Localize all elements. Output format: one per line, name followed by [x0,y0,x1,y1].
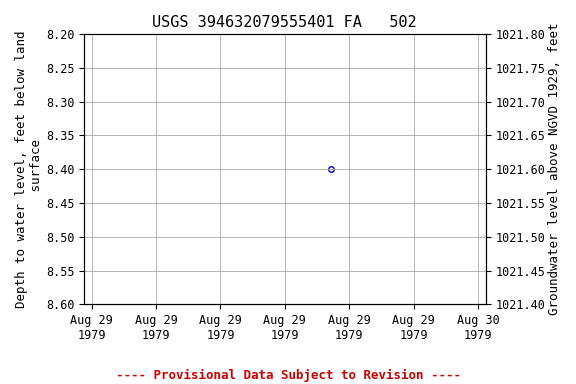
Y-axis label: Depth to water level, feet below land
 surface: Depth to water level, feet below land su… [15,30,43,308]
Title: USGS 394632079555401 FA   502: USGS 394632079555401 FA 502 [153,15,417,30]
Y-axis label: Groundwater level above NGVD 1929, feet: Groundwater level above NGVD 1929, feet [548,23,561,315]
Text: ---- Provisional Data Subject to Revision ----: ---- Provisional Data Subject to Revisio… [116,369,460,382]
